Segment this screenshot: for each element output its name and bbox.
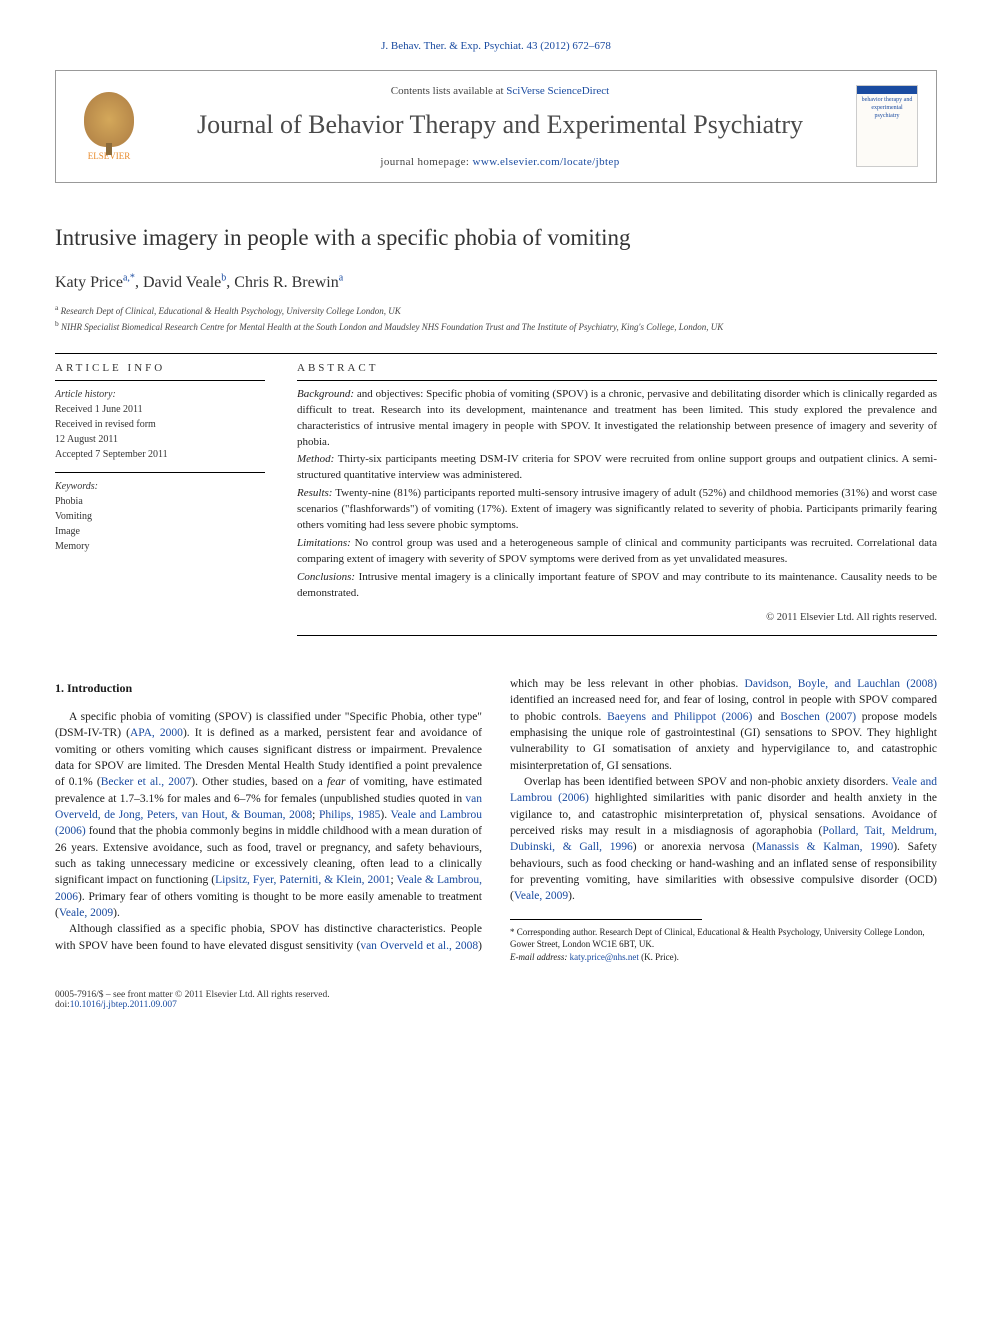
email-suffix: (K. Price). [639,952,679,962]
article-info-column: ARTICLE INFO Article history: Received 1… [55,354,265,636]
footnote-text: * Corresponding author. Research Dept of… [510,926,937,951]
citation-link[interactable]: Baeyens and Philippot (2006) [607,711,752,723]
citation-link[interactable]: van Overveld et al., 2008 [360,940,478,952]
body-text: 1. Introduction A specific phobia of vom… [55,676,937,963]
footer-copyright: 0005-7916/$ – see front matter © 2011 El… [55,990,330,1000]
affiliations: a Research Dept of Clinical, Educational… [55,302,937,335]
abstract-label: Conclusions: [297,571,355,583]
abstract-para: Twenty-nine (81%) participants reported … [297,487,937,531]
journal-cover-thumbnail[interactable]: behavior therapy and experimental psychi… [856,85,918,167]
email-link[interactable]: katy.price@nhs.net [570,952,639,962]
divider [297,635,937,636]
abstract-label: Method: [297,453,334,465]
citation-link[interactable]: Boschen (2007) [780,711,856,723]
footnote-separator [510,919,702,920]
abstract-copyright: © 2011 Elsevier Ltd. All rights reserved… [297,610,937,625]
author: Chris R. Brewina [234,274,343,291]
author: Katy Pricea,* [55,274,135,291]
history-item: Accepted 7 September 2011 [55,447,265,462]
citation-link[interactable]: Lipsitz, Fyer, Paterniti, & Klein, 2001 [215,874,390,886]
homepage-line: journal homepage: www.elsevier.com/locat… [160,156,840,168]
keyword: Memory [55,539,265,554]
homepage-prefix: journal homepage: [380,156,472,168]
elsevier-logo[interactable]: ELSEVIER [74,86,144,166]
citation-link[interactable]: Veale, 2009 [59,907,113,919]
journal-title: Journal of Behavior Therapy and Experime… [160,109,840,142]
doi-prefix: doi: [55,1000,70,1010]
article-history: Article history: Received 1 June 2011 Re… [55,381,265,554]
corresponding-author-footnote: * Corresponding author. Research Dept of… [510,926,937,964]
body-paragraph: A specific phobia of vomiting (SPOV) is … [55,709,482,921]
citation-link[interactable]: APA, 2000 [130,727,183,739]
history-label: Article history: [55,387,265,402]
sciencedirect-link[interactable]: SciVerse ScienceDirect [506,85,609,97]
journal-header: ELSEVIER Contents lists available at Sci… [55,70,937,183]
author-list: Katy Pricea,*, David Vealeb, Chris R. Br… [55,272,937,291]
footer-left: 0005-7916/$ – see front matter © 2011 El… [55,990,330,1010]
email-label: E-mail address: [510,952,567,962]
keyword: Phobia [55,494,265,509]
affiliation: a Research Dept of Clinical, Educational… [55,302,937,319]
contents-line: Contents lists available at SciVerse Sci… [160,85,840,97]
doi-link[interactable]: 10.1016/j.jbtep.2011.09.007 [70,1000,177,1010]
history-item: 12 August 2011 [55,432,265,447]
citation-link[interactable]: 2006 [55,891,78,903]
page-footer: 0005-7916/$ – see front matter © 2011 El… [55,990,937,1010]
contents-prefix: Contents lists available at [391,85,506,97]
abstract-text: Background: and objectives: Specific pho… [297,381,937,625]
cover-text: behavior therapy and experimental psychi… [862,97,913,119]
elsevier-tree-icon [84,92,134,147]
abstract-para: Thirty-six participants meeting DSM-IV c… [297,453,937,481]
citation-link[interactable]: Veale & Lambrou, [397,874,482,886]
keyword: Vomiting [55,509,265,524]
citation-link[interactable]: Veale, 2009 [514,890,568,902]
article-title: Intrusive imagery in people with a speci… [55,223,937,253]
citation-line: J. Behav. Ther. & Exp. Psychiat. 43 (201… [55,40,937,52]
citation-link[interactable]: Philips, 1985 [319,809,380,821]
abstract-column: ABSTRACT Background: and objectives: Spe… [297,354,937,636]
citation-link[interactable]: Manassis & Kalman, 1990 [756,841,893,853]
abstract-para: Intrusive mental imagery is a clinically… [297,571,937,599]
abstract-label: Limitations: [297,537,351,549]
abstract-para: No control group was used and a heteroge… [297,537,937,565]
homepage-link[interactable]: www.elsevier.com/locate/jbtep [473,156,620,168]
keywords-label: Keywords: [55,479,265,494]
history-item: Received in revised form [55,417,265,432]
citation-link[interactable]: Davidson, Boyle, and Lauchlan (2008) [745,678,937,690]
section-heading: 1. Introduction [55,680,482,697]
history-item: Received 1 June 2011 [55,402,265,417]
header-center: Contents lists available at SciVerse Sci… [160,85,840,168]
author: David Vealeb [143,274,226,291]
abstract-label: Results: [297,487,332,499]
citation-link[interactable]: Becker et al., 2007 [101,776,192,788]
abstract-para: and objectives: Specific phobia of vomit… [297,388,937,448]
abstract-label: Background: [297,388,354,400]
keyword: Image [55,524,265,539]
abstract-heading: ABSTRACT [297,354,937,380]
body-paragraph: Overlap has been identified between SPOV… [510,774,937,905]
article-info-heading: ARTICLE INFO [55,354,265,380]
affiliation: b NIHR Specialist Biomedical Research Ce… [55,318,937,335]
